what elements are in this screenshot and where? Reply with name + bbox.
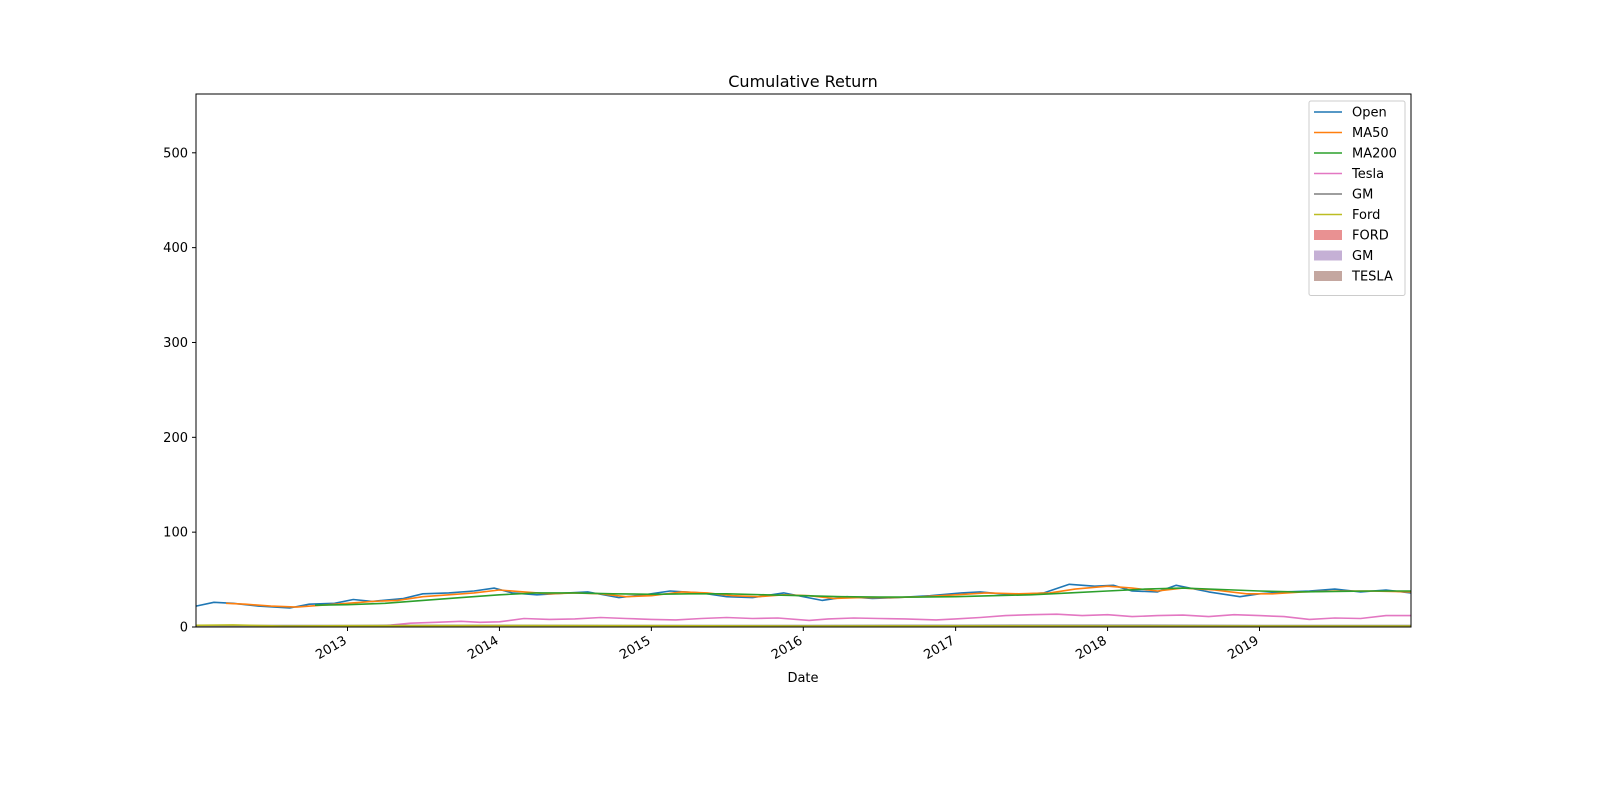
- y-tick-label-5: 500: [163, 146, 188, 161]
- y-tick-label-2: 200: [163, 431, 188, 446]
- series-layer: [196, 584, 1411, 626]
- legend-label-3: Tesla: [1351, 167, 1384, 182]
- y-tick-label-3: 300: [163, 336, 188, 351]
- x-tick-label-0: 2013: [313, 633, 349, 663]
- y-tick-label-0: 0: [180, 621, 188, 636]
- x-tick-label-3: 2016: [769, 633, 805, 663]
- x-tick-label-2: 2015: [617, 633, 653, 663]
- plot-area-frame: [196, 94, 1411, 627]
- legend-label-6: FORD: [1352, 229, 1389, 244]
- legend-label-5: Ford: [1352, 208, 1380, 223]
- legend-swatch-8: [1314, 271, 1342, 281]
- legend-swatch-6: [1314, 230, 1342, 240]
- x-axis-label: Date: [787, 671, 818, 686]
- legend-label-4: GM: [1352, 188, 1373, 203]
- x-tick-label-4: 2017: [921, 633, 957, 663]
- legend: Open MA50 MA200 Tesla GM Ford FORD GM TESLA: [1309, 101, 1405, 296]
- x-tick-label-5: 2018: [1073, 633, 1109, 663]
- chart-title: Cumulative Return: [728, 72, 878, 91]
- legend-label-1: MA50: [1352, 126, 1389, 141]
- x-tick-label-6: 2019: [1225, 633, 1261, 663]
- legend-label-0: Open: [1352, 106, 1387, 121]
- legend-swatch-7: [1314, 251, 1342, 261]
- y-tick-label-4: 400: [163, 241, 188, 256]
- x-tick-label-1: 2014: [465, 633, 501, 663]
- y-tick-label-1: 100: [163, 526, 188, 541]
- legend-label-7: GM: [1352, 249, 1373, 264]
- legend-label-8: TESLA: [1351, 270, 1393, 285]
- series-line-3: [372, 614, 1411, 626]
- legend-label-2: MA200: [1352, 147, 1397, 162]
